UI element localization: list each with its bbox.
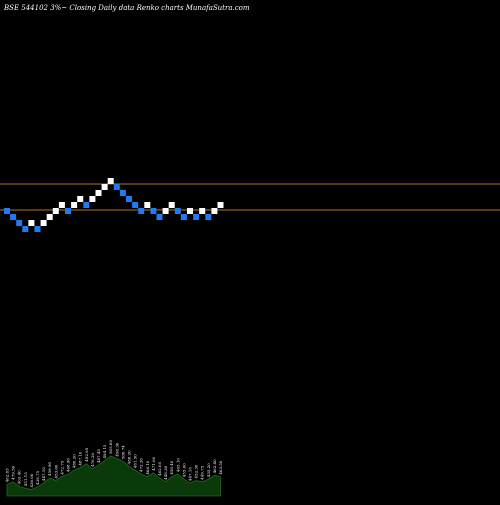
volume-label: 463.40: [17, 470, 22, 484]
down-brick: [174, 208, 181, 214]
volume-label: 479.50: [11, 465, 16, 479]
volume-label: 466.10: [145, 460, 150, 474]
volume-label: 448.30: [163, 465, 168, 479]
up-brick: [187, 208, 193, 214]
volume-label: 488.20: [127, 450, 132, 464]
up-brick: [211, 208, 218, 214]
up-brick: [101, 184, 108, 190]
renko-bricks: [4, 178, 224, 232]
volume-label: 447.10: [41, 467, 46, 481]
up-brick: [28, 220, 35, 226]
volume-label: 459.90: [47, 461, 52, 475]
down-brick: [132, 202, 139, 208]
volume-label: 449.75: [200, 465, 205, 479]
up-brick: [71, 202, 78, 208]
volume-label: 472.30: [139, 458, 144, 472]
up-brick: [144, 202, 151, 208]
volume-label: 472.75: [59, 460, 64, 474]
down-brick: [205, 214, 212, 220]
volume-label: 494.15: [102, 444, 107, 458]
up-brick: [107, 178, 114, 184]
up-brick: [58, 202, 65, 208]
volume-label: 436.00: [29, 473, 34, 487]
volume-label: 505.60: [108, 440, 113, 454]
volume-label: 482.85: [5, 468, 10, 482]
up-brick: [40, 220, 47, 226]
volume-label: 451.15: [23, 472, 28, 486]
up-brick: [168, 202, 175, 208]
volume-label: 498.30: [114, 442, 119, 456]
down-brick: [126, 196, 132, 202]
volume-label: 487.10: [78, 451, 83, 465]
volume-label: 480.20: [72, 454, 77, 468]
volume-label: 452.30: [194, 464, 199, 478]
volume-label: 481.50: [133, 454, 138, 468]
up-brick: [217, 202, 224, 208]
volume-label: 492.95: [84, 447, 89, 461]
down-brick: [138, 208, 145, 214]
volume-label: 462.05: [157, 461, 162, 475]
volume-label: 465.10: [175, 458, 180, 472]
down-brick: [34, 226, 41, 232]
up-brick: [89, 196, 96, 202]
down-brick: [180, 214, 187, 220]
volume-label: 468.90: [66, 458, 71, 472]
volume-label: 463.50: [218, 460, 223, 474]
down-brick: [193, 214, 200, 220]
volume-label: 471.60: [151, 456, 156, 470]
volume-label: 455.60: [181, 463, 186, 477]
down-brick: [65, 208, 71, 214]
down-brick: [150, 208, 157, 214]
volume-label: 439.75: [35, 471, 40, 485]
reference-lines: [0, 183, 500, 211]
up-brick: [46, 214, 53, 220]
volume-label: 447.10: [188, 467, 193, 481]
down-brick: [83, 202, 90, 208]
volume-label: 458.40: [169, 460, 174, 474]
down-brick: [119, 190, 126, 196]
up-brick: [95, 190, 102, 196]
volume-label: 453.60: [53, 464, 58, 478]
volume-area: [6, 455, 221, 497]
up-brick: [162, 208, 169, 214]
down-brick: [16, 220, 23, 226]
volume-label: 462.40: [212, 459, 217, 473]
down-brick: [156, 214, 163, 220]
up-brick: [52, 208, 59, 214]
volume-labels: 482.85 479.50 463.40 451.15 436.00 439.75 447.…: [5, 440, 224, 488]
volume-label: 476.20: [90, 452, 95, 466]
down-brick: [22, 226, 29, 232]
volume-series: [6, 455, 221, 497]
down-brick: [113, 184, 120, 190]
volume-label: 487.45: [96, 449, 101, 463]
down-brick: [10, 214, 17, 220]
up-brick: [199, 208, 206, 214]
volume-label: 455.20: [206, 463, 211, 477]
chart-title: BSE 544102 3%~ Closing Daily data Renko …: [3, 4, 250, 12]
up-brick: [77, 196, 84, 202]
volume-label: 500.74: [120, 445, 125, 459]
down-brick: [4, 208, 10, 214]
